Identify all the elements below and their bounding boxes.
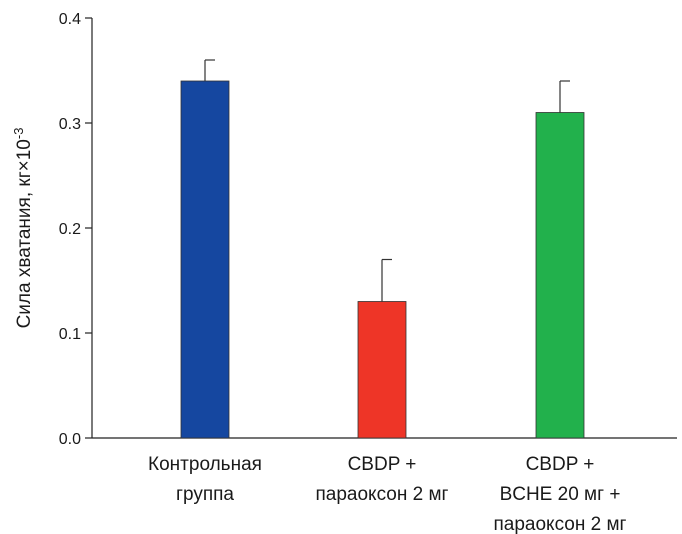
y-tick-label: 0.4 — [59, 11, 81, 28]
category-label: CBDP + — [348, 454, 417, 475]
y-axis-title: Сила хватания, кг×10-3 — [11, 128, 36, 329]
bar — [535, 112, 585, 439]
category-label: BCHE 20 мг + — [500, 484, 621, 505]
y-tick-label: 0.1 — [59, 326, 81, 343]
bars — [180, 80, 585, 439]
error-bars — [204, 59, 570, 302]
y-axis-title-unit: ×10 — [14, 139, 35, 171]
category-label: Контрольная — [148, 454, 262, 475]
y-axis: 0.0 0.1 0.2 0.3 0.4 — [59, 11, 93, 448]
category-label: CBDP + — [526, 454, 595, 475]
y-axis-title-text: Сила хватания, кг — [14, 171, 35, 328]
y-axis-title-exponent: -3 — [11, 128, 26, 140]
y-tick-label: 0.2 — [59, 221, 81, 238]
category-label: группа — [176, 484, 234, 505]
category-labels: Контрольная группа CBDP + параоксон 2 мг CBD… — [148, 454, 626, 534]
category-label: параоксон 2 мг — [316, 484, 449, 505]
y-tick-label: 0.0 — [59, 431, 81, 448]
bar — [180, 80, 230, 439]
category-label: параоксон 2 мг — [494, 514, 627, 534]
bar — [357, 301, 407, 439]
y-tick-label: 0.3 — [59, 116, 81, 133]
